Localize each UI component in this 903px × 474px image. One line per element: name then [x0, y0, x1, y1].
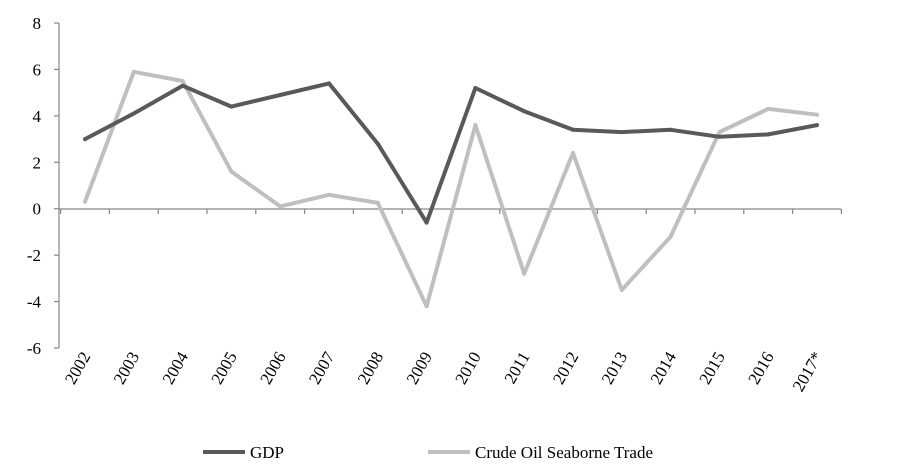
data-point: [766, 106, 771, 111]
x-tick-label: 2002: [61, 349, 94, 388]
x-tick-label: 2014: [647, 348, 681, 387]
y-axis: -6 -4 -2 0 2 4 6 8: [27, 14, 60, 358]
data-point: [522, 271, 527, 276]
x-tick-label: 2005: [207, 349, 240, 388]
x-tick-label: 2007: [305, 348, 339, 387]
data-point: [327, 192, 331, 197]
y-tick-label: 6: [33, 60, 42, 79]
data-point: [229, 169, 234, 174]
data-point: [522, 109, 527, 114]
series-line-gdp: [83, 81, 819, 225]
data-point: [375, 141, 380, 146]
y-tick-label: -6: [27, 339, 41, 358]
data-point: [766, 132, 771, 137]
data-point: [278, 93, 283, 97]
x-tick-label: 2006: [256, 349, 289, 388]
legend-label-gdp: GDP: [250, 443, 284, 462]
x-tick-label: 2017*: [789, 349, 827, 395]
y-tick-label: -2: [27, 246, 41, 265]
x-tick-label: 2009: [403, 349, 436, 388]
data-point: [717, 134, 722, 139]
data-point: [327, 81, 331, 86]
data-point: [473, 86, 478, 90]
x-tick-label: 2003: [110, 349, 143, 388]
series-line-crude-oil-seaborne-trade: [83, 69, 819, 309]
x-axis: 2002 2003 2004 2005 2006 2007 2008 2009 2010 2011…: [59, 208, 843, 395]
data-point: [180, 83, 185, 88]
data-point: [83, 199, 87, 204]
data-point: [571, 127, 575, 132]
y-tick-label: 8: [33, 14, 42, 33]
series-layer: [83, 69, 819, 309]
x-tick-label: 2008: [354, 349, 387, 388]
data-point: [180, 79, 185, 83]
data-point: [229, 104, 234, 109]
y-tick-label: 2: [33, 153, 42, 172]
x-tick-label: 2011: [501, 349, 534, 387]
data-point: [131, 111, 136, 116]
data-point: [619, 130, 624, 135]
y-tick-label: -4: [27, 293, 42, 312]
data-point: [424, 304, 429, 309]
legend: GDP Crude Oil Seaborne Trade: [203, 443, 653, 462]
data-point: [815, 123, 819, 128]
data-point: [668, 234, 673, 239]
data-point: [278, 204, 283, 209]
x-tick-label: 2016: [744, 349, 777, 388]
data-point: [473, 123, 478, 128]
x-tick-label: 2010: [451, 349, 484, 388]
data-point: [619, 288, 624, 292]
y-tick-label: 4: [33, 107, 42, 126]
data-point: [375, 200, 380, 205]
data-point: [131, 69, 136, 74]
x-tick-label: 2012: [549, 349, 582, 388]
legend-label-crude-oil-seaborne-trade: Crude Oil Seaborne Trade: [475, 443, 653, 462]
x-tick-label: 2004: [159, 348, 193, 387]
data-point: [668, 127, 673, 132]
data-point: [717, 130, 722, 135]
y-tick-label: 0: [33, 200, 42, 219]
data-point: [83, 137, 87, 142]
data-point: [424, 220, 429, 225]
x-tick-label: 2015: [695, 349, 728, 388]
data-point: [815, 112, 819, 117]
data-point: [571, 151, 575, 155]
x-tick-label: 2013: [598, 349, 631, 388]
